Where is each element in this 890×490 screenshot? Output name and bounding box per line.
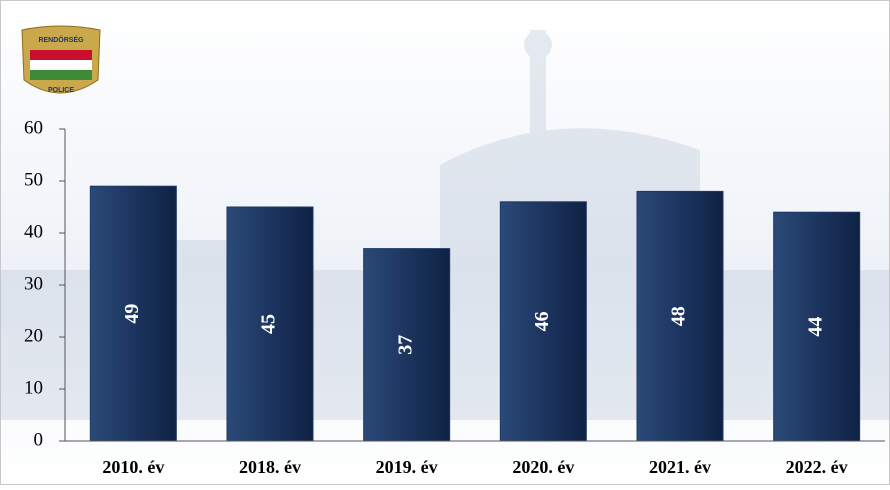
data-label: 48 bbox=[668, 306, 690, 326]
data-label: 46 bbox=[531, 311, 553, 331]
x-tick-label: 2022. év bbox=[786, 457, 848, 477]
x-tick-label: 2010. év bbox=[102, 457, 164, 477]
bar bbox=[499, 201, 587, 442]
y-tick-label: 60 bbox=[24, 117, 43, 138]
y-tick-label: 50 bbox=[24, 169, 43, 190]
data-label: 37 bbox=[394, 335, 416, 355]
logo: RENDŐRSÉG POLICE bbox=[21, 25, 101, 94]
data-label: 44 bbox=[804, 317, 826, 337]
data-label: 49 bbox=[121, 304, 143, 324]
y-tick-label: 40 bbox=[24, 221, 43, 242]
y-tick-label: 30 bbox=[24, 273, 43, 294]
y-tick-label: 20 bbox=[24, 325, 43, 346]
data-label: 45 bbox=[258, 314, 280, 334]
x-tick-label: 2019. év bbox=[376, 457, 438, 477]
bar bbox=[226, 206, 314, 442]
y-tick-label: 0 bbox=[34, 429, 44, 450]
logo-top: RENDŐRSÉG bbox=[38, 35, 84, 44]
bar bbox=[636, 190, 724, 442]
bar bbox=[363, 248, 451, 442]
x-tick-label: 2020. év bbox=[512, 457, 574, 477]
x-tick-label: 2021. év bbox=[649, 457, 711, 477]
x-tick-label: 2018. év bbox=[239, 457, 301, 477]
logo-bottom: POLICE bbox=[48, 87, 74, 94]
y-tick-label: 10 bbox=[24, 377, 43, 398]
bar bbox=[773, 211, 861, 442]
